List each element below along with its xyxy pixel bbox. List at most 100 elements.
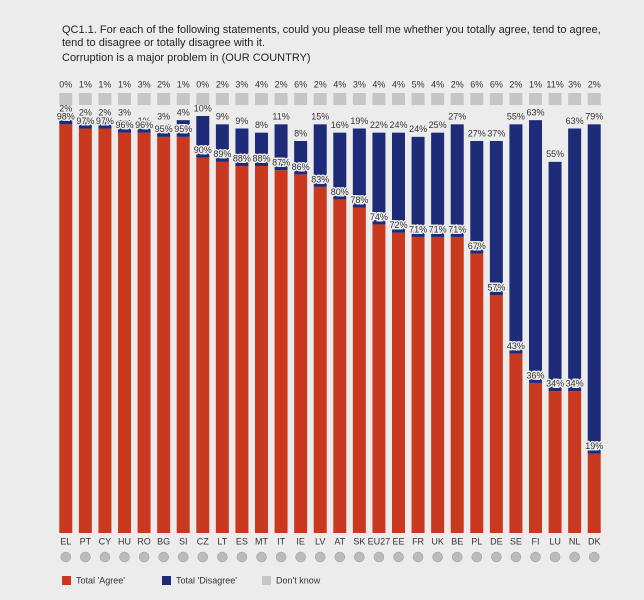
agree-bar xyxy=(352,207,366,534)
value-label: 96% xyxy=(135,120,153,130)
x-tick-label: ES xyxy=(236,536,248,546)
value-label: 6% xyxy=(294,79,307,89)
x-tick-label: LU xyxy=(549,536,561,546)
value-label: 27% xyxy=(468,128,486,138)
dont-know-bar xyxy=(59,93,73,105)
flag xyxy=(99,551,111,563)
legend-swatch xyxy=(162,576,171,585)
value-label: 1% xyxy=(98,79,111,89)
dont-know-bar xyxy=(274,93,288,105)
flag xyxy=(177,551,189,563)
value-label: 34% xyxy=(546,379,564,389)
x-tick-label: SK xyxy=(353,536,365,546)
dont-know-bar xyxy=(587,93,601,105)
dont-know-bar xyxy=(137,93,151,105)
x-tick-label: EU27 xyxy=(368,536,391,546)
agree-bar xyxy=(78,128,92,533)
disagree-bar xyxy=(548,161,562,392)
flag xyxy=(236,551,248,563)
value-label: 80% xyxy=(331,187,349,197)
value-label: 22% xyxy=(370,120,388,130)
value-label: 2% xyxy=(98,108,111,118)
value-label: 97% xyxy=(76,116,94,126)
legend-swatch xyxy=(62,576,71,585)
value-label: 71% xyxy=(409,224,427,234)
dont-know-bar xyxy=(118,93,131,105)
flag xyxy=(217,551,228,563)
dont-know-bar xyxy=(333,93,347,105)
flag xyxy=(197,551,209,563)
value-label: 78% xyxy=(350,195,368,205)
value-label: 2% xyxy=(509,79,522,89)
agree-bar xyxy=(548,391,562,533)
value-label: 1% xyxy=(177,79,190,89)
flag xyxy=(432,551,443,563)
x-tick-label: FR xyxy=(412,536,424,546)
flag xyxy=(530,551,541,563)
flag xyxy=(334,551,346,563)
value-label: 63% xyxy=(526,108,544,118)
value-label: 2% xyxy=(79,108,92,118)
value-label: 3% xyxy=(157,112,170,122)
value-label: 89% xyxy=(213,149,231,159)
x-tick-label: PT xyxy=(80,536,92,546)
value-label: 1% xyxy=(118,79,131,89)
flag xyxy=(354,551,365,563)
agree-bar xyxy=(489,295,503,533)
flag xyxy=(119,551,130,563)
flag xyxy=(138,551,150,563)
value-label: 3% xyxy=(353,79,366,89)
disagree-bar xyxy=(137,128,151,133)
agree-bar xyxy=(157,136,171,533)
flag xyxy=(158,551,169,563)
dont-know-bar xyxy=(509,93,523,105)
value-label: 11% xyxy=(272,112,289,122)
value-label: 1% xyxy=(529,79,542,89)
disagree-bar xyxy=(196,116,210,158)
value-label: 2% xyxy=(314,79,327,89)
x-tick-label: HU xyxy=(118,536,131,546)
x-tick-label: PL xyxy=(471,536,482,546)
value-label: 79% xyxy=(585,112,603,122)
disagree-bar xyxy=(372,132,386,225)
x-tick-label: CY xyxy=(99,536,112,546)
agree-bar xyxy=(137,132,151,533)
disagree-bar xyxy=(392,132,405,233)
value-label: 71% xyxy=(429,224,447,234)
value-label: 72% xyxy=(389,220,407,230)
disagree-bar xyxy=(352,128,366,208)
dont-know-bar xyxy=(548,93,562,105)
agree-bar xyxy=(313,186,327,533)
dont-know-bar xyxy=(568,93,582,105)
disagree-bar xyxy=(509,124,523,354)
value-label: 9% xyxy=(235,116,248,126)
x-tick-label: IE xyxy=(296,536,305,546)
value-label: 36% xyxy=(526,370,544,380)
flag xyxy=(451,551,463,563)
agree-bar xyxy=(411,236,425,533)
agree-bar xyxy=(196,157,210,533)
value-label: 71% xyxy=(448,224,466,234)
dont-know-bar xyxy=(392,93,405,105)
value-label: 95% xyxy=(155,124,173,134)
x-tick-label: CZ xyxy=(197,536,209,546)
value-label: 83% xyxy=(311,174,329,184)
agree-bar xyxy=(450,236,464,533)
value-label: 24% xyxy=(389,120,407,130)
value-label: 19% xyxy=(585,441,603,451)
disagree-bar xyxy=(568,128,582,392)
agree-bar xyxy=(470,253,484,534)
disagree-bar xyxy=(489,141,503,296)
value-label: 4% xyxy=(392,79,405,89)
legend-swatch xyxy=(262,576,271,585)
dont-know-bar xyxy=(196,93,210,105)
x-tick-label: NL xyxy=(569,536,581,546)
dont-know-bar xyxy=(489,93,503,105)
value-label: 3% xyxy=(235,79,248,89)
value-label: 74% xyxy=(370,212,388,222)
flag xyxy=(60,551,72,563)
disagree-bar xyxy=(529,120,542,383)
flag xyxy=(314,551,326,563)
dont-know-bar xyxy=(411,93,425,105)
